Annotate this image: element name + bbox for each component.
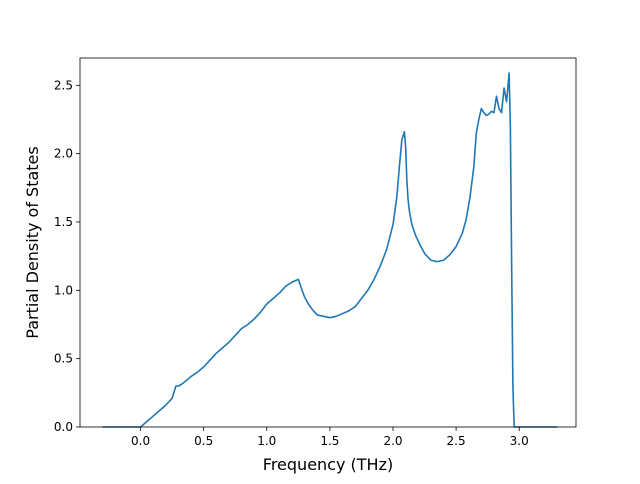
y-tick-label: 2.5: [54, 78, 73, 92]
plot-area: [80, 58, 576, 427]
x-tick-label: 2.5: [447, 434, 466, 448]
x-tick-label: 1.0: [257, 434, 276, 448]
y-tick-label: 0.0: [54, 420, 73, 434]
x-axis-title: Frequency (THz): [263, 455, 393, 474]
y-tick-label: 1.5: [54, 215, 73, 229]
x-axis-ticks: 0.0 0.5 1.0 1.5 2.0 2.5 3.0: [131, 427, 529, 448]
x-tick-label: 0.5: [194, 434, 213, 448]
series-layer: [101, 72, 558, 428]
x-tick-label: 0.0: [131, 434, 150, 448]
y-tick-label: 1.0: [54, 283, 73, 297]
x-tick-label: 1.5: [320, 434, 339, 448]
x-tick-label: 2.0: [383, 434, 402, 448]
y-tick-label: 0.5: [54, 352, 73, 366]
y-axis-ticks: 0.0 0.5 1.0 1.5 2.0 2.5: [54, 78, 80, 434]
series-line-0: [101, 72, 558, 428]
axes-frame: [79, 57, 577, 428]
x-tick-label: 3.0: [510, 434, 529, 448]
y-tick-label: 2.0: [54, 147, 73, 161]
y-axis-title: Partial Density of States: [23, 146, 42, 338]
